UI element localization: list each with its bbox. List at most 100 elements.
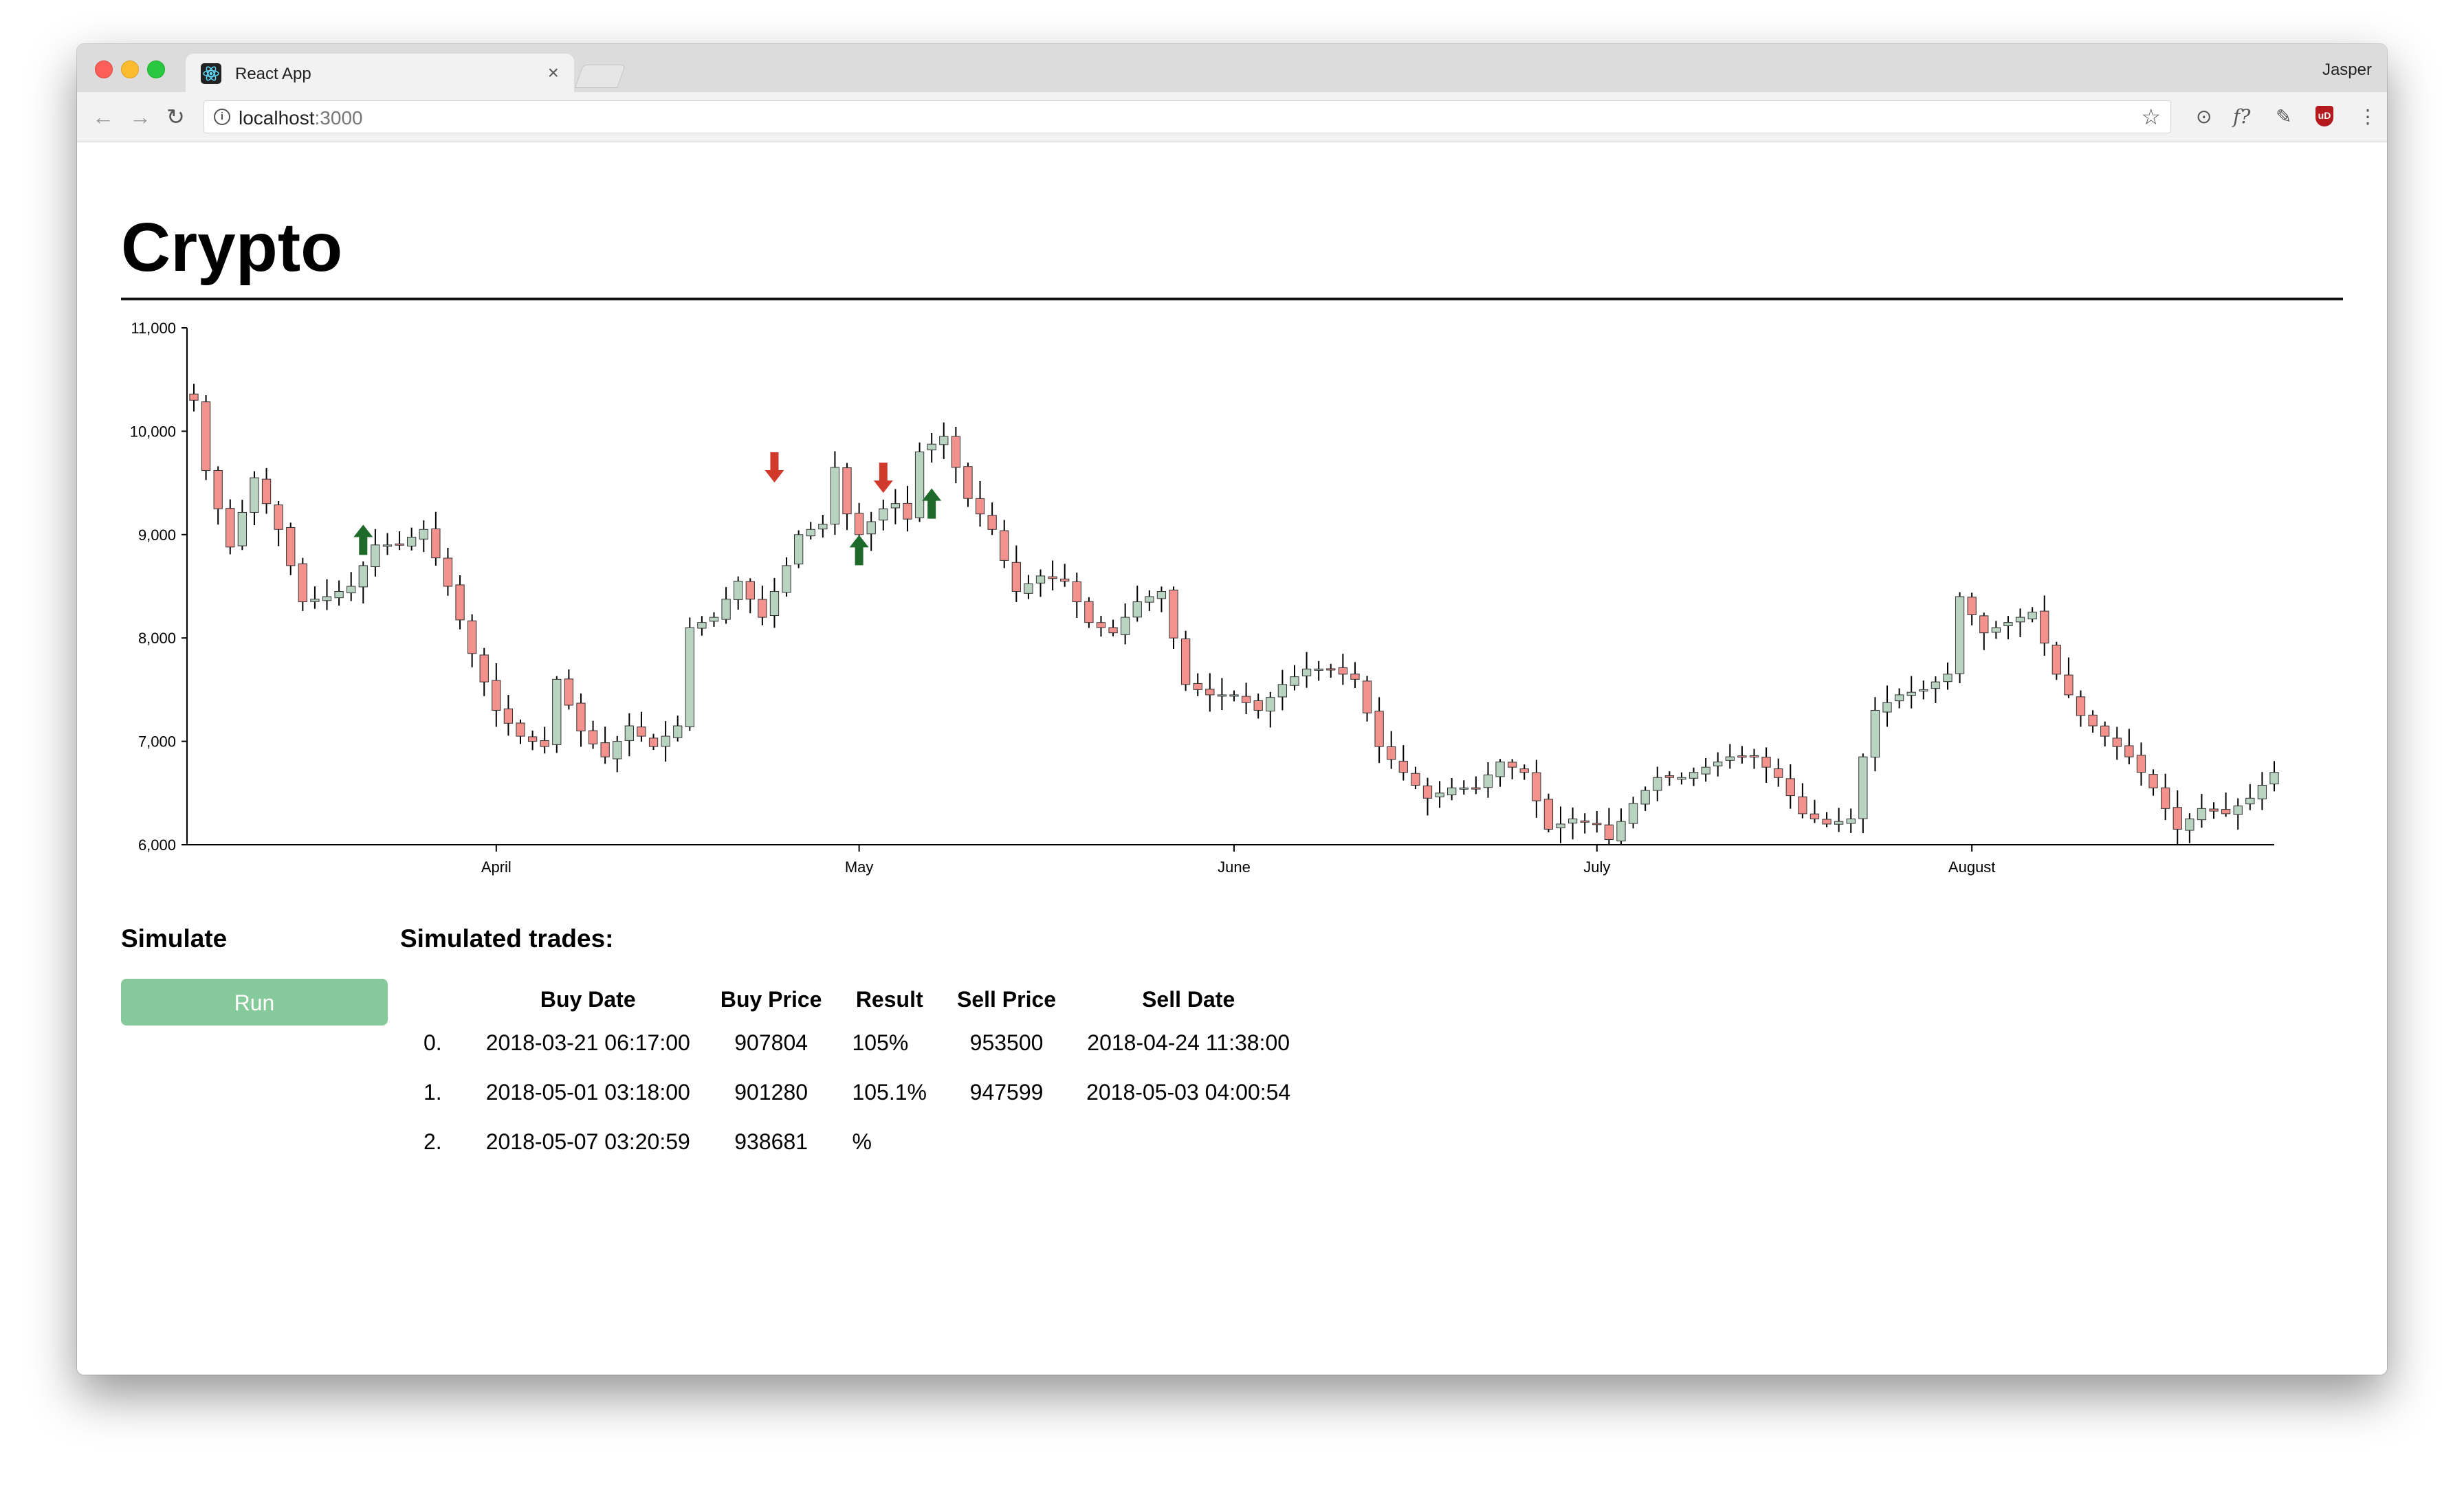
candle-down	[467, 620, 477, 654]
candle-up	[914, 451, 925, 518]
candle-down	[1967, 597, 1977, 615]
url-text: localhost:3000	[239, 107, 363, 129]
forward-arrow-icon[interactable]: →	[129, 104, 151, 129]
candle-up	[1701, 766, 1710, 775]
tab-react-app[interactable]: React App ×	[186, 54, 574, 93]
candle-down	[1737, 755, 1747, 758]
y-tick-label: 7,000	[138, 733, 176, 751]
column-header-buy-date: Buy Date	[540, 986, 636, 1012]
reload-icon[interactable]: ↻	[166, 104, 185, 129]
candle-up	[734, 580, 743, 600]
candle-down	[854, 513, 864, 535]
title-divider	[121, 298, 2343, 300]
candle-down	[1398, 760, 1408, 773]
run-button[interactable]: Run	[121, 979, 388, 1025]
candle-up	[1483, 774, 1493, 788]
close-window-button[interactable]	[95, 60, 113, 78]
sell-arrow-icon	[764, 452, 784, 483]
buy-arrow-icon	[353, 524, 373, 555]
candle-down	[1749, 755, 1759, 757]
candle-up	[1955, 596, 1965, 674]
candle-down	[516, 722, 525, 737]
candle-up	[1688, 772, 1699, 779]
candle-down	[1387, 746, 1396, 760]
trade-sell-price: 953500	[969, 1030, 1044, 1055]
candle-down	[842, 467, 852, 515]
candle-down	[2209, 808, 2219, 812]
candle-up	[1277, 684, 1288, 698]
candle-down	[1785, 778, 1795, 797]
candle-down	[1592, 823, 1602, 825]
candle-up	[1628, 803, 1638, 824]
candle-up	[794, 534, 804, 565]
x-tick-label: April	[481, 858, 512, 876]
candle-down	[564, 678, 574, 706]
back-arrow-icon[interactable]: ←	[92, 104, 114, 129]
info-icon[interactable]: i	[214, 109, 230, 125]
candle-up	[1145, 596, 1154, 603]
candle-up	[2269, 772, 2279, 785]
upload-icon[interactable]: ⊙	[2196, 106, 2212, 127]
formula-icon[interactable]: f?	[2233, 105, 2251, 128]
candle-up	[382, 544, 393, 547]
trade-index: 1.	[424, 1079, 442, 1105]
new-tab-button[interactable]	[574, 65, 626, 88]
candle-up	[782, 565, 791, 593]
candle-up	[1301, 668, 1312, 676]
candle-down	[298, 563, 307, 603]
candle-up	[1882, 702, 1892, 713]
candle-up	[661, 735, 670, 747]
candle-down	[975, 498, 985, 515]
address-bar[interactable]: i localhost:3000 ☆	[204, 100, 2171, 133]
candle-down	[189, 393, 199, 401]
candle-up	[1556, 823, 1565, 828]
close-tab-icon[interactable]: ×	[547, 62, 559, 83]
candle-up	[310, 599, 320, 602]
candle-down	[1822, 819, 1832, 825]
page-content: Crypto 6,000 7,000 8,000 9,000 10,000 11,000 A…	[77, 142, 2387, 1375]
candle-up	[1217, 694, 1227, 697]
candle-up	[419, 529, 428, 540]
candle-down	[2124, 745, 2134, 757]
bookmark-star-icon[interactable]: ☆	[2141, 104, 2161, 129]
candle-up	[613, 741, 622, 759]
x-tick-label: June	[1218, 858, 1251, 876]
candle-up	[685, 627, 694, 727]
candle-down	[2100, 725, 2110, 737]
zoom-window-button[interactable]	[147, 60, 165, 78]
candle-down	[1096, 622, 1106, 628]
candle-down	[2221, 809, 2231, 814]
candle-down	[1084, 601, 1094, 623]
candle-down	[2148, 774, 2158, 788]
candle-down	[1532, 772, 1541, 801]
menu-icon[interactable]: ⋮	[2358, 106, 2377, 127]
column-header-sell-price: Sell Price	[956, 986, 1057, 1012]
candle-up	[250, 477, 259, 513]
candle-up	[322, 596, 332, 601]
candle-down	[2172, 807, 2182, 830]
candle-down	[1048, 576, 1057, 579]
minimize-window-button[interactable]	[121, 60, 139, 78]
candle-down	[1543, 799, 1554, 830]
candle-down	[637, 727, 646, 737]
candle-up	[1156, 591, 1167, 599]
candle-down	[951, 436, 961, 468]
candle-down	[274, 504, 283, 530]
candle-down	[1180, 639, 1191, 685]
trade-index: 2.	[424, 1129, 442, 1154]
ublock-icon[interactable]: uD	[2316, 106, 2333, 126]
candle-up	[1290, 676, 1299, 686]
candle-up	[697, 622, 707, 629]
candle-down	[213, 470, 223, 509]
candle-down	[1108, 627, 1118, 634]
column-header-buy-price: Buy Price	[720, 986, 822, 1012]
trade-result: %	[852, 1129, 872, 1154]
candle-down	[1241, 696, 1251, 703]
candle-down	[1362, 680, 1372, 713]
profile-name[interactable]: Jasper	[2322, 60, 2372, 79]
candle-down	[201, 401, 211, 472]
eyedropper-icon[interactable]: ✎	[2276, 106, 2292, 127]
candle-up	[1024, 583, 1033, 594]
browser-window: React App × Jasper ← → ↻ i localhost:300…	[77, 44, 2387, 1375]
candle-up	[1495, 762, 1505, 777]
